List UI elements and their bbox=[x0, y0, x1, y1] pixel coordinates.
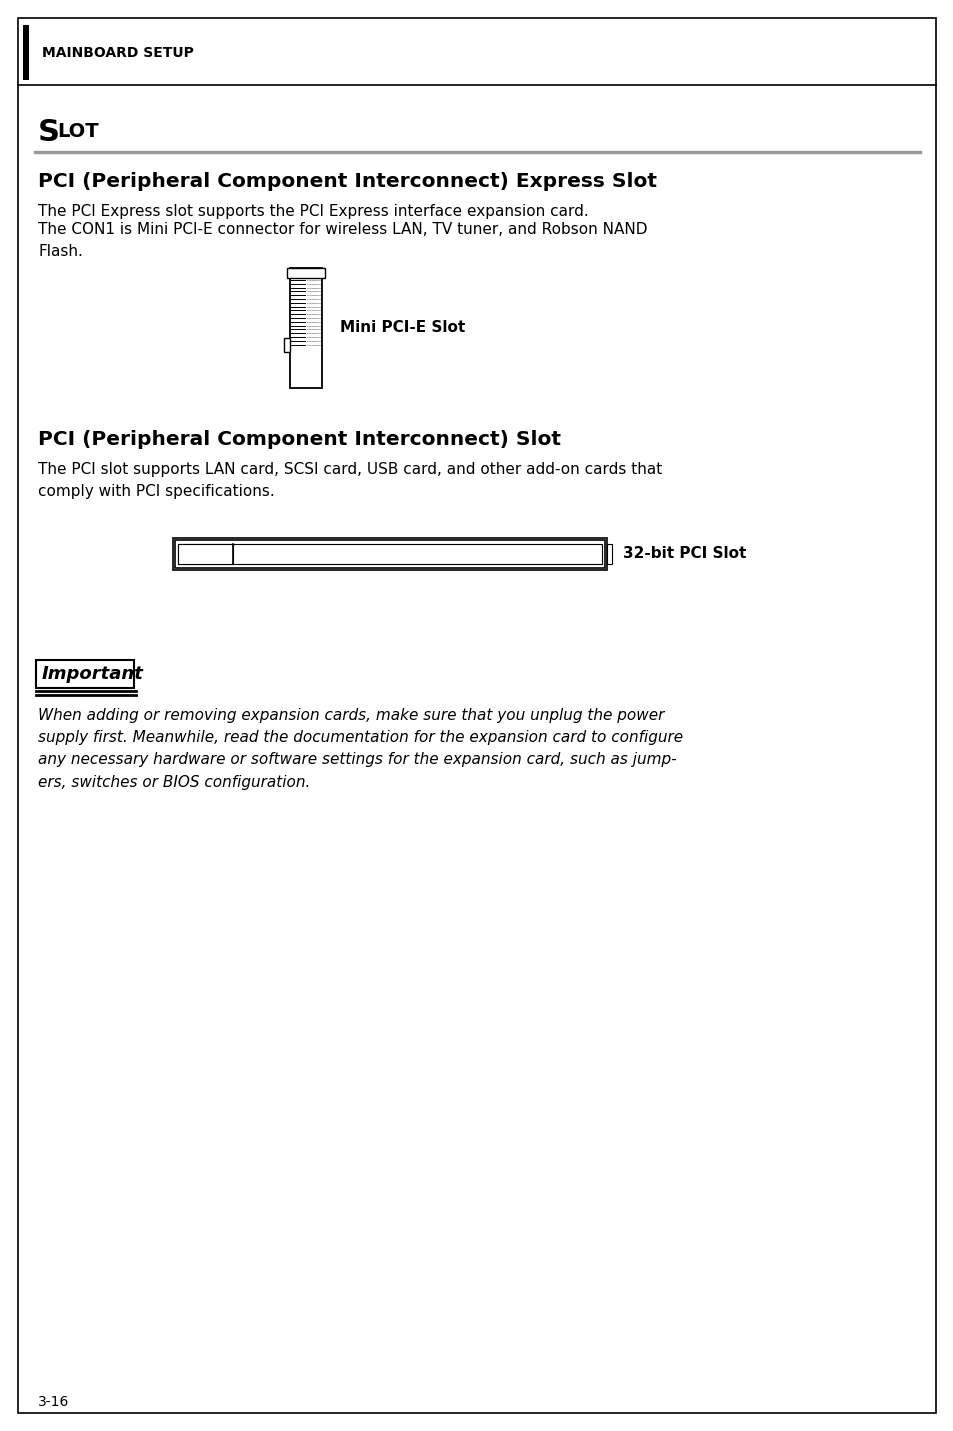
Text: 32-bit PCI Slot: 32-bit PCI Slot bbox=[622, 547, 745, 561]
Bar bbox=[178, 544, 601, 564]
Bar bbox=[174, 539, 604, 568]
Text: LOT: LOT bbox=[57, 122, 98, 142]
Text: Important: Important bbox=[42, 665, 144, 683]
Bar bbox=[36, 660, 133, 688]
Text: The CON1 is Mini PCI-E connector for wireless LAN, TV tuner, and Robson NAND
Fla: The CON1 is Mini PCI-E connector for wir… bbox=[38, 222, 647, 259]
Text: When adding or removing expansion cards, make sure that you unplug the power
sup: When adding or removing expansion cards,… bbox=[38, 708, 682, 790]
Bar bbox=[287, 268, 325, 278]
Text: PCI (Peripheral Component Interconnect) Express Slot: PCI (Peripheral Component Interconnect) … bbox=[38, 172, 657, 190]
Text: PCI (Peripheral Component Interconnect) Slot: PCI (Peripheral Component Interconnect) … bbox=[38, 429, 560, 449]
Bar bbox=[178, 544, 233, 564]
Bar bbox=[23, 24, 29, 80]
Bar bbox=[606, 544, 612, 564]
Text: MAINBOARD SETUP: MAINBOARD SETUP bbox=[42, 46, 193, 60]
Bar bbox=[290, 268, 322, 388]
Text: The PCI slot supports LAN card, SCSI card, USB card, and other add-on cards that: The PCI slot supports LAN card, SCSI car… bbox=[38, 462, 661, 498]
Bar bbox=[284, 338, 290, 352]
Text: Mini PCI-E Slot: Mini PCI-E Slot bbox=[339, 321, 465, 335]
Text: The PCI Express slot supports the PCI Express interface expansion card.: The PCI Express slot supports the PCI Ex… bbox=[38, 205, 588, 219]
Text: 3-16: 3-16 bbox=[38, 1395, 70, 1410]
Bar bbox=[172, 538, 606, 570]
Text: S: S bbox=[38, 117, 60, 147]
